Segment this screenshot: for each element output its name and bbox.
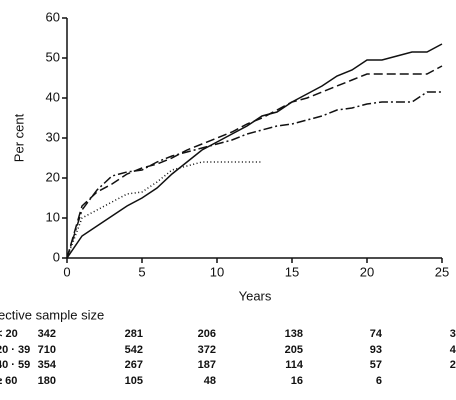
line-series [66,65,443,259]
cell: 710 [38,344,56,356]
cell: 342 [38,328,56,340]
cell: 281 [125,328,143,340]
y-axis-label: Per cent [11,113,26,162]
row-label: 40 · 59 [0,359,30,371]
cell: 33 [450,328,456,340]
cell: 372 [198,344,216,356]
cell: 105 [125,375,143,387]
cell: 267 [125,359,143,371]
cell: 25 [450,359,456,371]
cell: 180 [38,375,56,387]
cell: 6 [376,375,382,387]
y-tick-label: 30 [46,129,60,144]
cell: 93 [370,344,382,356]
cell: 206 [198,328,216,340]
cell: 542 [125,344,143,356]
x-axis-label: Years [239,288,272,303]
cell: 138 [285,328,303,340]
line-series [66,91,442,259]
y-tick-label: 20 [46,169,60,184]
cell: 44 [450,344,456,356]
cell: 57 [370,359,382,371]
table: < 20 342 281 206 138 74 33 20 · 39 710 542 372 205 9… [0,328,456,387]
cell: 16 [291,375,303,387]
x-tick-label: 25 [435,264,449,279]
y-tick-label: 10 [46,209,60,224]
x-tick-label: 5 [138,264,145,279]
line-series [66,161,262,259]
x-tick-label: 10 [210,264,224,279]
y-tick-label: 40 [46,89,60,104]
x-tick-label: 15 [285,264,299,279]
cell: 114 [285,359,304,371]
cell: 187 [198,359,216,371]
cell: 74 [370,328,383,340]
cell: 48 [204,375,216,387]
y-tick-label: 50 [46,49,60,64]
cell: 205 [285,344,303,356]
row-label: < 20 [0,328,18,340]
y-tick-label: 60 [46,9,60,24]
y-tick-label: 0 [53,249,60,264]
x-tick-label: 20 [360,264,374,279]
x-tick-label: 0 [63,264,70,279]
row-label: 20 · 39 [0,344,30,356]
line-series [66,43,443,259]
row-label: ≥ 60 [0,375,17,387]
cell: 354 [38,359,57,371]
table-title: ective sample size [0,307,104,322]
